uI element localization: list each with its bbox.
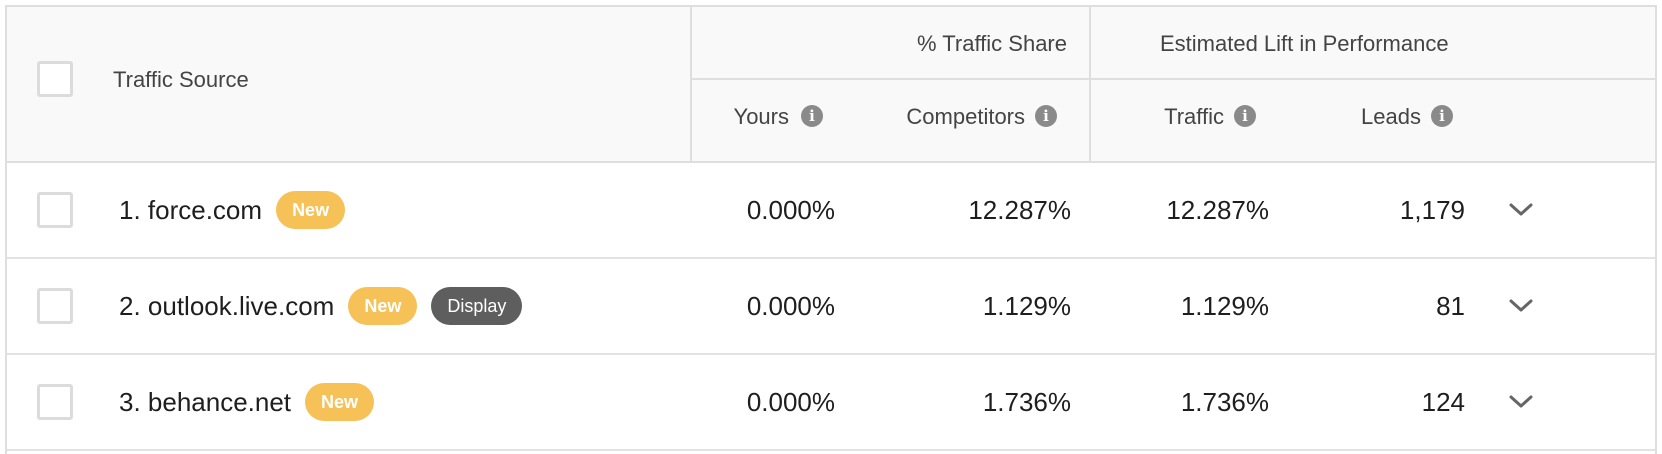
divider — [1089, 7, 1091, 161]
yours-share: 0.000% — [746, 195, 835, 225]
competitors-share: 1.129% — [982, 291, 1071, 321]
table-header: Traffic Source % Traffic Share Estimated… — [7, 7, 1655, 163]
new-badge: New — [348, 287, 418, 325]
new-badge: New — [305, 383, 375, 421]
competitors-share: 1.736% — [982, 387, 1071, 417]
yours-share: 0.000% — [746, 387, 835, 417]
row-checkbox[interactable] — [37, 288, 73, 324]
info-icon[interactable]: i — [801, 105, 823, 127]
traffic-source-table: Traffic Source % Traffic Share Estimated… — [5, 5, 1657, 454]
divider — [690, 7, 692, 161]
header-traffic-source: Traffic Source — [113, 67, 249, 92]
row-checkbox[interactable] — [37, 192, 73, 228]
traffic-source-cell: 1. force.com New — [119, 163, 346, 257]
header-leads: Leads — [1361, 104, 1421, 129]
table-row[interactable]: 3. behance.net New 0.000% 1.736% 1.736% … — [7, 355, 1655, 451]
competitors-share: 12.287% — [968, 195, 1071, 225]
new-badge: New — [276, 191, 346, 229]
header-traffic-share-group: % Traffic Share — [917, 31, 1067, 56]
info-icon[interactable]: i — [1035, 105, 1057, 127]
select-all-checkbox[interactable] — [37, 61, 73, 97]
leads-lift: 124 — [1421, 387, 1465, 417]
traffic-source-cell: 3. behance.net New — [119, 355, 375, 449]
chevron-down-icon[interactable] — [1508, 298, 1534, 314]
info-icon[interactable]: i — [1431, 105, 1453, 127]
table-row[interactable]: 1. force.com New 0.000% 12.287% 12.287% … — [7, 163, 1655, 259]
traffic-lift: 1.736% — [1180, 387, 1269, 417]
row-checkbox[interactable] — [37, 384, 73, 420]
divider — [690, 78, 1655, 80]
header-lift-group: Estimated Lift in Performance — [1160, 31, 1449, 56]
traffic-source-cell: 2. outlook.live.com New Display — [119, 259, 523, 353]
yours-share: 0.000% — [746, 291, 835, 321]
traffic-source-name[interactable]: 1. force.com — [119, 194, 263, 225]
traffic-source-name[interactable]: 2. outlook.live.com — [119, 290, 335, 321]
header-competitors: Competitors — [906, 104, 1025, 129]
traffic-lift: 12.287% — [1166, 195, 1269, 225]
table-row[interactable]: 2. outlook.live.com New Display 0.000% 1… — [7, 259, 1655, 355]
traffic-lift: 1.129% — [1180, 291, 1269, 321]
leads-lift: 1,179 — [1399, 195, 1465, 225]
leads-lift: 81 — [1436, 291, 1465, 321]
traffic-source-name[interactable]: 3. behance.net — [119, 386, 292, 417]
header-yours: Yours — [733, 104, 789, 129]
chevron-down-icon[interactable] — [1508, 394, 1534, 410]
header-traffic: Traffic — [1164, 104, 1224, 129]
display-badge: Display — [431, 287, 523, 325]
chevron-down-icon[interactable] — [1508, 202, 1534, 218]
info-icon[interactable]: i — [1234, 105, 1256, 127]
